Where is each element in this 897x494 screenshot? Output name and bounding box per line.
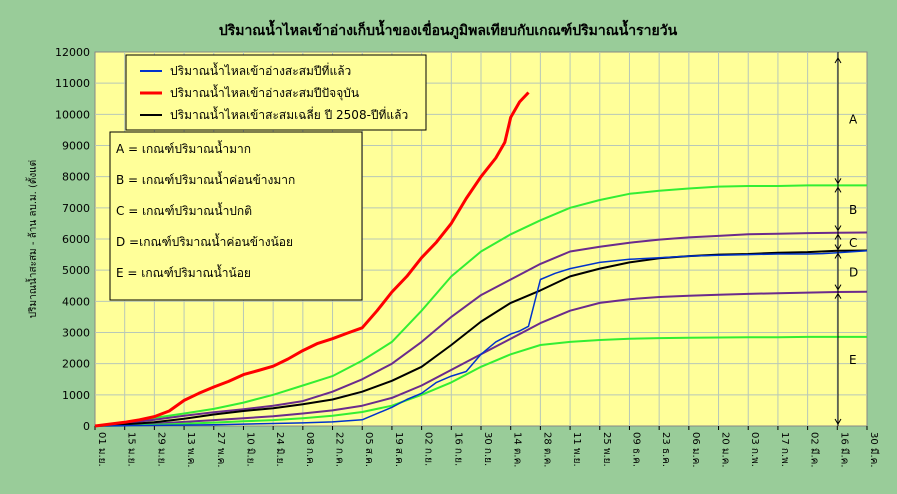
x-tick-label: 28 ต.ค. — [541, 432, 552, 467]
series-line-0 — [94, 250, 868, 427]
legend-label: ปริมาณน้ำไหลเข้าสะสมเฉลี่ย ปี 2508-ปีที่… — [170, 106, 408, 122]
x-tick-label: 02 มี.ค. — [809, 432, 821, 468]
x-tick-label: 02 ก.ย. — [423, 432, 434, 466]
zone-arrow-up — [834, 57, 842, 64]
zone-arrow-down — [834, 284, 842, 291]
zone-arrow-up — [834, 252, 842, 259]
zone-label: E — [849, 353, 857, 367]
x-tick-label: 01 ม.ย. — [96, 432, 107, 467]
zone-arrow-up — [834, 186, 842, 193]
x-tick-label: 09 ธ.ค. — [630, 432, 641, 467]
x-tick-label: 16 มี.ค. — [838, 432, 850, 468]
series-line-6 — [94, 335, 867, 427]
y-axis-ticks: 0 1000 2000 3000 4000 5000 6000 7000 8000 9000 100… — [55, 46, 90, 433]
zone-label: B — [849, 203, 857, 217]
zone-arrow-up — [834, 233, 842, 240]
y-tick-label: 10000 — [55, 108, 90, 121]
y-tick-label: 1000 — [62, 389, 90, 402]
criteria-item: E = เกณฑ์ปริมาณน้ำน้อย — [116, 264, 251, 280]
x-tick-label: 24 มิ.ย. — [274, 432, 285, 467]
x-tick-label: 19 ส.ค. — [393, 432, 404, 467]
x-tick-label: 13 พ.ค. — [185, 432, 196, 468]
y-tick-label: 2000 — [62, 358, 90, 371]
series-group — [94, 91, 868, 428]
x-tick-label: 06 ม.ค. — [690, 432, 701, 468]
criteria-item: C = เกณฑ์ปริมาณน้ำปกติ — [116, 202, 252, 218]
zone-markers: A B C D E — [834, 52, 858, 426]
x-tick-label: 30 มี.ค. — [868, 432, 880, 468]
y-tick-label: 3000 — [62, 327, 90, 340]
series-line-3 — [94, 184, 867, 427]
y-axis-label: ปริมาณน้ำสะสม - ล้าน ลบ.ม. (ตั้งแต่ — [25, 160, 39, 318]
x-tick-label: 30 ก.ย. — [482, 432, 493, 466]
x-axis-ticks: 01 ม.ย. 15 ม.ย. 29 ม.ย. 13 พ.ค. 27 พ.ค. 10 มิ… — [94, 426, 880, 468]
x-tick-label: 15 ม.ย. — [126, 432, 137, 467]
y-tick-label: 6000 — [62, 233, 90, 246]
y-tick-label: 12000 — [55, 46, 90, 59]
criteria-item: A = เกณฑ์ปริมาณน้ำมาก — [116, 140, 251, 156]
criteria-box: A = เกณฑ์ปริมาณน้ำมาก B = เกณฑ์ปริมาณน้ำค… — [109, 131, 363, 301]
zone-label: C — [849, 236, 857, 250]
x-tick-label: 16 ก.ย. — [452, 432, 463, 466]
x-tick-label: 11 พ.ย. — [571, 432, 582, 467]
y-tick-label: 4000 — [62, 295, 90, 308]
legend: ปริมาณน้ำไหลเข้าอ่างสะสมปีที่แล้วปริมาณน… — [125, 54, 427, 131]
criteria-item: D =เกณฑ์ปริมาณน้ำค่อนข้างน้อย — [116, 233, 293, 249]
y-tick-label: 7000 — [62, 202, 90, 215]
x-tick-label: 14 ต.ค. — [512, 432, 523, 467]
x-tick-label: 03 ก.พ. — [749, 432, 760, 467]
y-tick-label: 5000 — [62, 264, 90, 277]
zone-label: A — [849, 113, 858, 127]
x-tick-label: 27 พ.ค. — [215, 432, 226, 468]
zone-arrow-down — [834, 418, 842, 425]
legend-box — [125, 54, 427, 131]
x-tick-label: 10 มิ.ย. — [244, 432, 255, 467]
x-tick-label: 17 ก.พ. — [779, 432, 790, 467]
x-tick-label: 05 ส.ค. — [363, 432, 374, 467]
series-line-4 — [94, 231, 868, 427]
criteria-item: B = เกณฑ์ปริมาณน้ำค่อนข้างมาก — [116, 171, 295, 187]
x-tick-label: 22 ก.ค. — [334, 432, 345, 467]
grid — [95, 52, 867, 426]
x-tick-label: 29 ม.ย. — [155, 432, 166, 467]
criteria-box-frame — [109, 131, 363, 301]
series-line-1 — [94, 91, 530, 428]
x-tick-label: 20 ม.ค. — [720, 432, 731, 468]
y-tick-label: 8000 — [62, 171, 90, 184]
y-tick-label: 11000 — [55, 77, 90, 90]
zone-arrow-up — [834, 292, 842, 299]
y-tick-label: 9000 — [62, 140, 90, 153]
legend-label: ปริมาณน้ำไหลเข้าอ่างสะสมปีปัจจุบัน — [170, 84, 359, 101]
zone-arrow-down — [834, 178, 842, 185]
zone-label: D — [849, 266, 858, 280]
x-tick-label: 25 พ.ย. — [601, 432, 612, 467]
zone-arrow-down — [834, 244, 842, 251]
x-tick-label: 08 ก.ค. — [304, 432, 315, 467]
chart-title: ปริมาณน้ำไหลเข้าอ่างเก็บน้ำของเขื่อนภูมิ… — [219, 19, 678, 39]
zone-arrow-down — [834, 225, 842, 232]
legend-label: ปริมาณน้ำไหลเข้าอ่างสะสมปีที่แล้ว — [170, 62, 351, 78]
x-tick-label: 23 ธ.ค. — [660, 432, 671, 467]
y-tick-label: 0 — [83, 420, 90, 433]
